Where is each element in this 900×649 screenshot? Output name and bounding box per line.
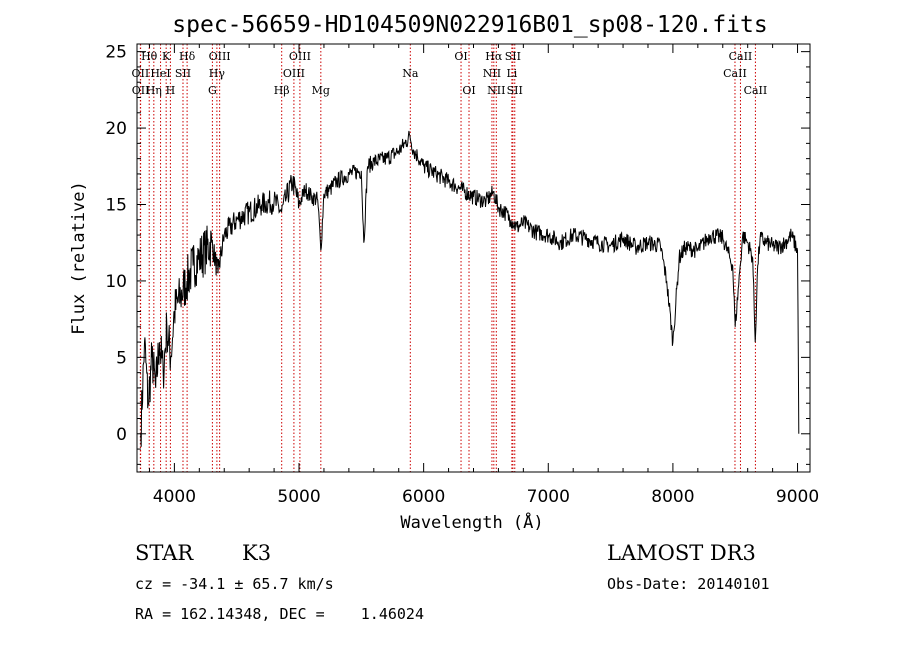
object-subclass: K3	[242, 541, 271, 565]
chart-title: spec-56659-HD104509N022916B01_sp08-120.f…	[172, 12, 767, 38]
coordinates: RA = 162.14348, DEC = 1.46024	[135, 605, 424, 623]
x-tick-label: 7000	[527, 487, 570, 507]
spectral-line-label: NII	[483, 67, 501, 80]
spectral-line-label: Li	[506, 67, 517, 80]
spectral-line-label: OIII	[289, 50, 311, 63]
spectral-line-label: SII	[507, 84, 523, 97]
x-tick-label: 5000	[277, 487, 320, 507]
y-tick-label: 5	[116, 348, 127, 368]
spectral-line-label: Na	[402, 67, 419, 80]
spectral-line-label: Hα	[485, 50, 503, 63]
spectral-line-label: SII	[175, 67, 191, 80]
spectral-line-label: Hδ	[179, 50, 196, 63]
x-tick-label: 9000	[776, 487, 819, 507]
spectral-line-label: OI	[462, 84, 475, 97]
survey-name: LAMOST DR3	[607, 541, 756, 565]
spectral-line-label: SII	[505, 50, 521, 63]
spectral-line-label: OI	[454, 50, 467, 63]
object-class: STAR	[135, 541, 194, 565]
y-tick-label: 0	[116, 425, 127, 445]
spectral-line-label: CaII	[723, 67, 747, 80]
axis-ticks: 4000 5000 6000 7000 8000 9000 0 5 10 15 20 25	[105, 43, 819, 507]
spectral-line-label: H	[166, 84, 176, 97]
spectral-line-label: OIII	[209, 50, 231, 63]
spectral-line-label: G	[208, 84, 217, 97]
y-axis-label: Flux (relative)	[69, 181, 89, 335]
spectral-line-label: K	[162, 50, 171, 63]
spectral-line-label: OIII	[283, 67, 305, 80]
spectral-line-label: CaII	[744, 84, 768, 97]
y-tick-label: 20	[105, 119, 127, 139]
spectral-line-label: HeI	[150, 67, 170, 80]
spectral-line-label: Mg	[312, 84, 330, 97]
spectral-line-label: Hθ	[141, 50, 158, 63]
spectral-line-label: NII	[487, 84, 505, 97]
spectral-line-label: Hη	[146, 84, 162, 97]
x-axis-label: Wavelength (Å)	[400, 511, 543, 533]
plot-frame	[136, 43, 811, 473]
observation-date: Obs-Date: 20140101	[607, 575, 770, 593]
y-tick-label: 25	[105, 43, 127, 63]
spectral-line-label: CaII	[729, 50, 753, 63]
y-tick-label: 10	[105, 272, 127, 292]
spectral-line-label: OII	[132, 84, 150, 97]
x-tick-label: 4000	[153, 487, 196, 507]
spectral-line-label: Hγ	[209, 67, 226, 80]
y-tick-label: 15	[105, 196, 127, 216]
flux-series-line	[140, 130, 800, 447]
spectral-line-label: OII	[132, 67, 150, 80]
x-tick-label: 6000	[402, 487, 445, 507]
spectral-line-markers	[139, 44, 756, 472]
x-tick-label: 8000	[651, 487, 694, 507]
redshift-value: cz = -34.1 ± 65.7 km/s	[135, 575, 334, 593]
spectral-line-label: Hβ	[274, 84, 290, 97]
